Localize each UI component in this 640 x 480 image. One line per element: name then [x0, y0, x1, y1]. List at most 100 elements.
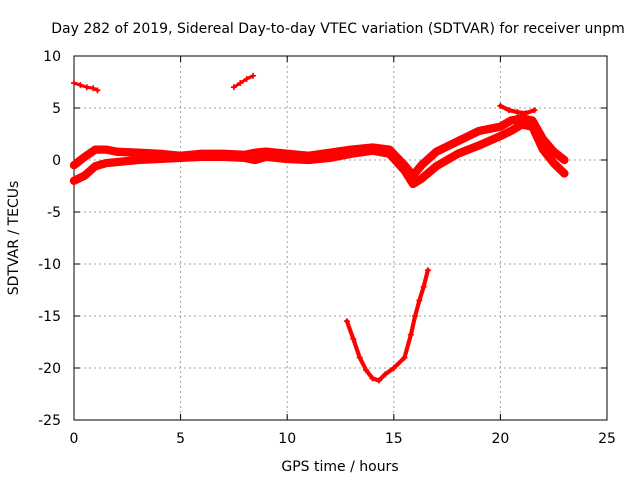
data-point: [77, 82, 84, 89]
data-point: [390, 365, 397, 371]
axis-ticks: [73, 55, 608, 421]
data-point: [369, 375, 376, 382]
data-point: [252, 157, 259, 163]
data-point: [407, 331, 414, 338]
data-point: [508, 127, 515, 134]
data-point: [305, 157, 312, 163]
data-point: [508, 117, 515, 124]
data-point: [252, 149, 259, 156]
data-point: [71, 177, 77, 184]
x-tick-label: 15: [385, 431, 403, 447]
data-point: [561, 170, 568, 177]
x-tick-label: 5: [176, 431, 185, 447]
data-point: [433, 148, 440, 155]
data-point: [420, 283, 427, 290]
data-point: [505, 107, 512, 114]
data-point: [113, 148, 120, 155]
data-point: [284, 155, 291, 162]
series-line: [69, 120, 569, 189]
data-point: [416, 297, 423, 304]
data-point: [497, 102, 504, 109]
data-point: [326, 154, 333, 161]
data-point: [81, 153, 88, 160]
data-point: [198, 153, 205, 160]
data-point: [497, 133, 504, 140]
y-tick-label: -15: [38, 309, 61, 325]
data-point: [156, 155, 163, 162]
data-point: [418, 162, 425, 169]
data-point: [92, 146, 99, 153]
y-tick-label: -10: [38, 257, 61, 273]
series-line: [69, 114, 569, 180]
x-tick-labels: 0 5 10 15 20 25: [70, 431, 616, 447]
data-point: [356, 354, 363, 361]
data-point: [134, 149, 141, 156]
data-point: [237, 80, 244, 87]
y-tick-label: 10: [43, 49, 61, 65]
series-band-upper: [69, 114, 569, 180]
data-point: [94, 87, 101, 94]
data-point: [497, 123, 504, 130]
plot-frame: [73, 55, 608, 421]
data-point: [550, 160, 557, 167]
x-tick-label: 0: [70, 431, 79, 447]
data-point: [412, 313, 419, 319]
series-track-a-early: [71, 80, 101, 94]
data-point: [102, 146, 109, 153]
chart-title: Day 282 of 2019, Sidereal Day-to-day VTE…: [51, 21, 625, 37]
series-track-b-dawn: [230, 72, 257, 91]
data-point: [409, 180, 416, 187]
data-point: [531, 107, 538, 114]
data-point: [476, 127, 483, 134]
data-point: [363, 367, 370, 374]
x-tick-label: 25: [598, 431, 616, 447]
data-point: [518, 115, 525, 122]
data-series: [69, 72, 569, 384]
data-point: [348, 150, 355, 157]
data-point: [220, 153, 227, 160]
series-line: [344, 268, 430, 383]
data-point: [424, 267, 431, 274]
data-point: [529, 123, 536, 130]
y-tick-label: -25: [38, 413, 61, 429]
data-point: [134, 157, 141, 163]
data-point: [401, 167, 408, 174]
data-point: [71, 80, 77, 87]
data-point: [83, 84, 90, 91]
y-axis-label: SDTVAR / TECUs: [6, 181, 22, 296]
data-point: [243, 75, 250, 82]
data-point: [250, 72, 257, 79]
y-tick-label: 0: [52, 153, 61, 169]
y-tick-label: -20: [38, 361, 61, 377]
y-tick-label: 5: [52, 101, 61, 117]
data-point: [241, 154, 248, 161]
data-point: [418, 175, 425, 182]
data-point: [81, 172, 88, 179]
y-tick-labels: 10 5 0 -5 -10 -15 -20 -25: [38, 49, 61, 429]
data-point: [375, 377, 382, 384]
data-point: [550, 148, 557, 155]
data-point: [382, 371, 389, 378]
data-point: [71, 162, 77, 169]
data-point: [476, 142, 483, 149]
data-point: [230, 84, 237, 91]
data-point: [540, 146, 547, 153]
y-tick-label: -5: [47, 205, 61, 221]
data-point: [350, 335, 357, 342]
series-band-lower: [69, 120, 569, 189]
grid-lines: [74, 56, 607, 420]
data-point: [113, 159, 120, 166]
data-point: [386, 150, 393, 157]
data-point: [522, 110, 529, 117]
x-tick-label: 10: [278, 431, 296, 447]
data-point: [92, 163, 99, 170]
series-deep-dip: [343, 267, 431, 384]
data-point: [514, 109, 521, 116]
data-point: [262, 153, 269, 160]
data-point: [102, 160, 109, 167]
data-point: [369, 147, 376, 154]
data-point: [401, 354, 408, 361]
data-point: [433, 163, 440, 170]
data-point: [454, 150, 461, 157]
